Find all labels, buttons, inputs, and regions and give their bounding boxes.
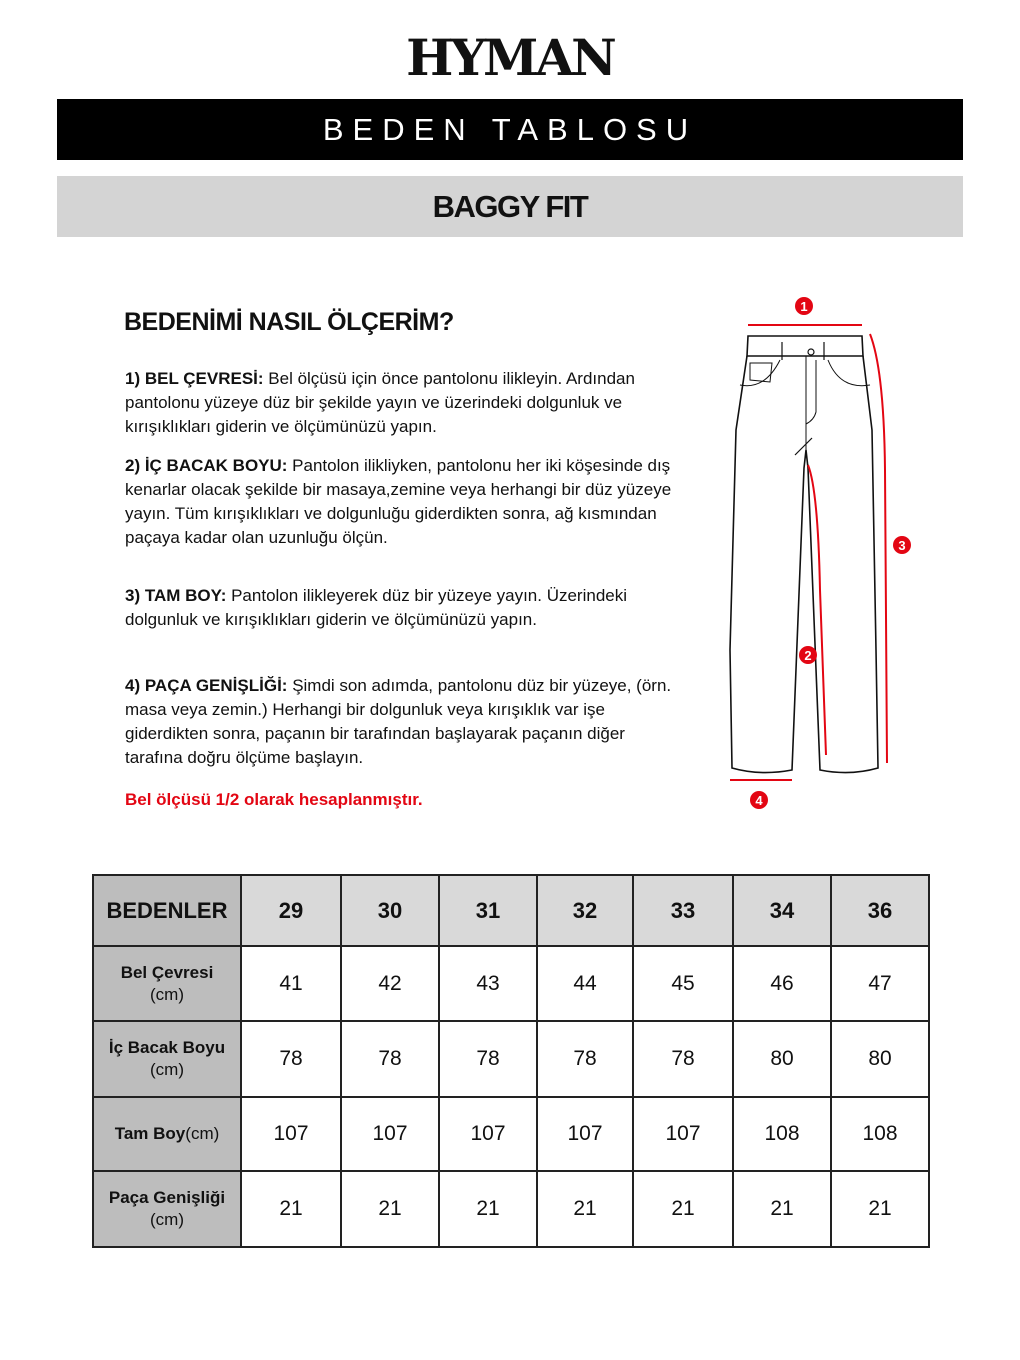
step-text: Bel ölçüsü için önce pantolonu ilikleyin… [125, 369, 635, 436]
size-cell: 31 [438, 874, 538, 947]
step-full-length: 3) TAM BOY: Pantolon ilikleyerek düz bir… [125, 584, 645, 632]
step-label: 4) PAÇA GENİŞLİĞİ: [125, 676, 288, 695]
step-waist: 1) BEL ÇEVRESİ: Bel ölçüsü için önce pan… [125, 367, 685, 439]
step-text: Pantolon ilikleyerek düz bir yüzeye yayı… [125, 586, 628, 629]
table-row-inseam: İç Bacak Boyu (cm) 78 78 78 78 78 80 80 [92, 1020, 930, 1098]
value-cell: 107 [240, 1096, 342, 1172]
size-cell: 29 [240, 874, 342, 947]
value-cell: 21 [438, 1170, 538, 1248]
step-text: Şimdi son adımda, pantolonu düz bir yüze… [125, 676, 672, 767]
value-cell: 46 [732, 945, 832, 1022]
row-unit: (cm) [150, 984, 184, 1004]
table-row-full-length: Tam Boy(cm) 107 107 107 107 107 108 108 [92, 1096, 930, 1172]
value-cell: 43 [438, 945, 538, 1022]
marker-4-icon [750, 791, 768, 809]
step-label: 3) TAM BOY: [125, 586, 227, 605]
marker-4-label: 4 [755, 793, 763, 808]
value-cell: 78 [536, 1020, 634, 1098]
value-cell: 44 [536, 945, 634, 1022]
howto-title: BEDENİMİ NASIL ÖLÇERİM? [124, 308, 454, 336]
marker-3-icon [893, 536, 911, 554]
step-inseam: 2) İÇ BACAK BOYU: Pantolon ilikliyken, p… [125, 454, 685, 550]
marker-1-label: 1 [800, 299, 807, 314]
value-cell: 47 [830, 945, 930, 1022]
value-cell: 78 [340, 1020, 440, 1098]
row-unit: (cm) [150, 1060, 184, 1079]
size-table: BEDENLER 29 30 31 32 33 34 36 Bel Çevres… [92, 874, 930, 1248]
row-name: İç Bacak Boyu [108, 1038, 226, 1057]
row-name: Bel Çevresi [120, 962, 214, 982]
value-cell: 21 [340, 1170, 440, 1248]
value-cell: 41 [240, 945, 342, 1022]
value-cell: 78 [240, 1020, 342, 1098]
size-header-row: BEDENLER 29 30 31 32 33 34 36 [92, 874, 930, 947]
row-label: Paça Genişliği (cm) [92, 1170, 242, 1248]
value-cell: 80 [732, 1020, 832, 1098]
step-label: 2) İÇ BACAK BOYU: [125, 456, 288, 475]
row-label: İç Bacak Boyu (cm) [92, 1020, 242, 1098]
value-cell: 80 [830, 1020, 930, 1098]
value-cell: 107 [438, 1096, 538, 1172]
value-cell: 21 [240, 1170, 342, 1248]
pants-measurement-diagram: 1 2 3 4 [729, 297, 911, 809]
size-cell: 30 [340, 874, 440, 947]
row-unit: (cm) [185, 1124, 220, 1143]
size-cell: 34 [732, 874, 832, 947]
inseam-line [807, 464, 827, 756]
value-cell: 107 [340, 1096, 440, 1172]
full-length-line [869, 333, 888, 764]
brand-logo: HYMAN [406, 28, 617, 87]
value-cell: 42 [340, 945, 440, 1022]
value-cell: 78 [632, 1020, 734, 1098]
value-cell: 21 [830, 1170, 930, 1248]
table-row-waist: Bel Çevresi (cm) 41 42 43 44 45 46 47 [92, 945, 930, 1022]
marker-2-icon [799, 646, 817, 664]
row-unit: (cm) [150, 1210, 184, 1229]
step-hem-width: 4) PAÇA GENİŞLİĞİ: Şimdi son adımda, pan… [125, 674, 685, 770]
fit-banner: BAGGY FIT [57, 176, 963, 237]
row-label: Tam Boy(cm) [92, 1096, 242, 1172]
pants-outline-icon [729, 335, 879, 774]
value-cell: 78 [438, 1020, 538, 1098]
step-label: 1) BEL ÇEVRESİ: [125, 369, 264, 388]
size-cell: 36 [830, 874, 930, 947]
size-table-banner: BEDEN TABLOSU [57, 99, 963, 160]
marker-icons: 1 2 3 4 [750, 297, 911, 809]
row-name: Paça Genişliği [108, 1188, 226, 1207]
marker-1-icon [795, 297, 813, 315]
marker-2-label: 2 [804, 648, 811, 663]
value-cell: 108 [830, 1096, 930, 1172]
value-cell: 21 [632, 1170, 734, 1248]
table-row-hem-width: Paça Genişliği (cm) 21 21 21 21 21 21 21 [92, 1170, 930, 1248]
row-name: Tam Boy [114, 1124, 186, 1143]
value-cell: 21 [536, 1170, 634, 1248]
value-cell: 107 [536, 1096, 634, 1172]
header-label: BEDENLER [92, 874, 242, 947]
size-cell: 32 [536, 874, 634, 947]
size-cell: 33 [632, 874, 734, 947]
value-cell: 21 [732, 1170, 832, 1248]
waist-note: Bel ölçüsü 1/2 olarak hesaplanmıştır. [125, 790, 423, 809]
value-cell: 107 [632, 1096, 734, 1172]
value-cell: 108 [732, 1096, 832, 1172]
measurement-lines [730, 324, 888, 781]
marker-3-label: 3 [898, 538, 905, 553]
row-label: Bel Çevresi (cm) [92, 945, 242, 1022]
step-text: Pantolon ilikliyken, pantolonu her iki k… [125, 456, 672, 547]
value-cell: 45 [632, 945, 734, 1022]
